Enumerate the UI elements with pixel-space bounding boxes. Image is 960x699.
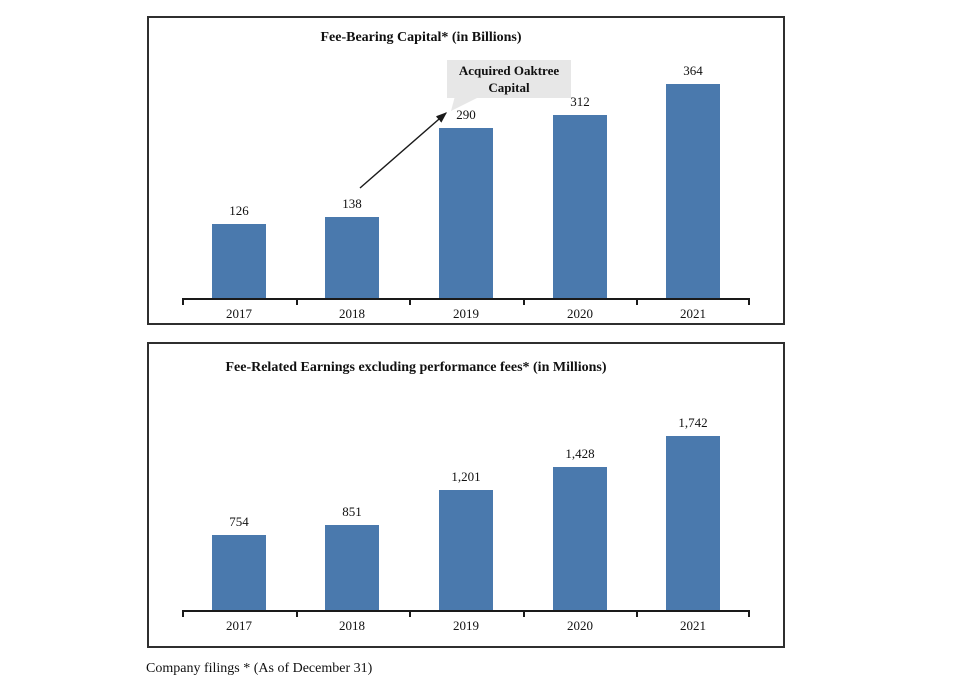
category-label-2020: 2020 [567,306,593,321]
axis-tick [636,300,638,305]
value-label-2021: 364 [683,63,703,78]
source-note: Company filings * (As of December 31) [146,661,373,676]
bar-2021 [666,436,720,610]
annotation-callout-line-1: Acquired Oaktree [458,63,560,78]
bar-2018 [325,525,379,610]
axis-tick [748,300,750,305]
chart-title: Fee-Bearing Capital* (in Billions) [320,30,522,45]
axis-tick [182,612,184,617]
bar-2017 [212,535,266,610]
axis-tick [296,612,298,617]
chart-title: Fee-Related Earnings excluding performan… [225,360,607,375]
axis-tick [409,612,411,617]
value-label-2019: 1,201 [451,469,481,484]
axis-tick [523,612,525,617]
axis-tick [748,612,750,617]
axis-tick [523,300,525,305]
category-label-2019: 2019 [453,618,479,633]
x-axis [182,610,750,612]
category-label-2020: 2020 [567,618,593,633]
value-label-2020: 1,428 [565,446,595,461]
bar-2021 [666,84,720,298]
bar-2019 [439,128,493,298]
value-label-2017: 754 [229,514,249,529]
annotation-callout-line-2: Capital [488,80,530,95]
bar-2017 [212,224,266,298]
value-label-2018: 138 [342,196,362,211]
bar-2019 [439,490,493,610]
category-label-2017: 2017 [226,306,252,321]
category-label-2021: 2021 [680,306,706,321]
value-label-2019: 290 [456,107,476,122]
category-label-2017: 2017 [226,618,252,633]
chart-panel-fee-bearing-capital: Fee-Bearing Capital* (in Billions) Acqui… [147,16,785,325]
value-label-2021: 1,742 [678,415,708,430]
chart-panel-fee-related-earnings: Fee-Related Earnings excluding performan… [147,342,785,648]
value-label-2017: 126 [229,203,249,218]
axis-tick [409,300,411,305]
axis-tick [182,300,184,305]
category-label-2018: 2018 [339,618,365,633]
bar-2020 [553,115,607,298]
axis-tick [296,300,298,305]
category-label-2019: 2019 [453,306,479,321]
category-label-2021: 2021 [680,618,706,633]
x-axis [182,298,750,300]
plot-area: 754 2017 851 2018 1,201 2019 1,428 2020 1,742 202… [149,344,783,646]
value-label-2018: 851 [342,504,362,519]
annotation-callout: Acquired Oaktree Capital [447,60,571,98]
bar-2020 [553,467,607,610]
bar-2018 [325,217,379,298]
axis-tick [636,612,638,617]
value-label-2020: 312 [570,94,590,109]
category-label-2018: 2018 [339,306,365,321]
plot-area: 126 2017 138 2018 290 2019 312 2020 364 2021 [149,18,783,323]
